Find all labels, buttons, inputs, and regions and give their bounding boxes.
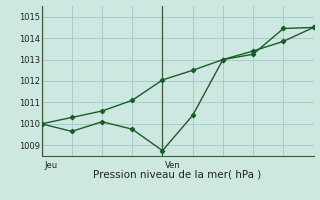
Text: Jeu: Jeu [44,161,57,170]
Text: Ven: Ven [165,161,181,170]
X-axis label: Pression niveau de la mer( hPa ): Pression niveau de la mer( hPa ) [93,170,262,180]
